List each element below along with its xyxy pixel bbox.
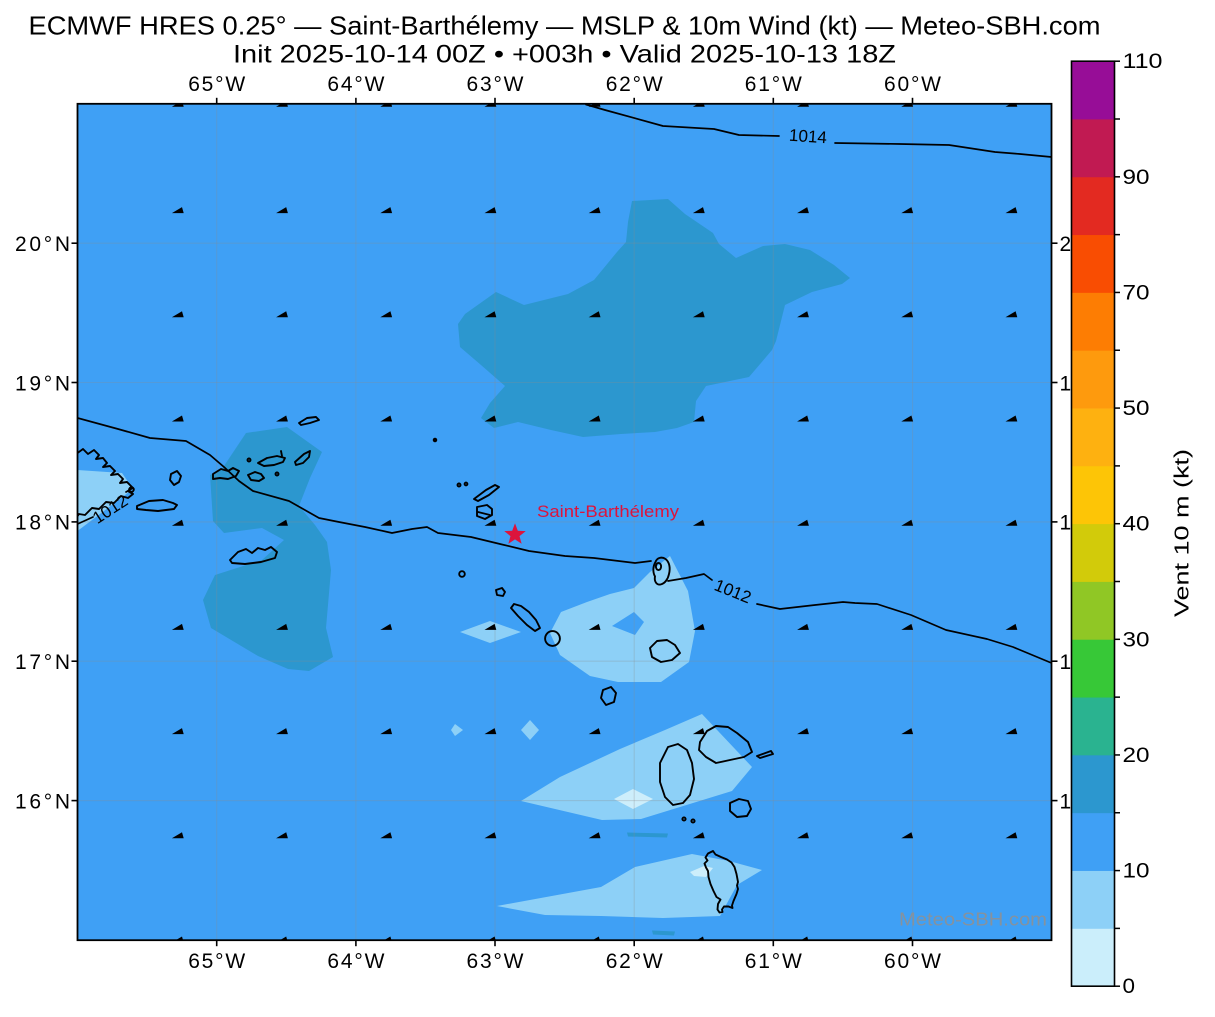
svg-text:70: 70 bbox=[1123, 281, 1150, 304]
svg-text:63°W: 63°W bbox=[467, 73, 524, 96]
svg-text:1014: 1014 bbox=[788, 126, 827, 148]
svg-text:50: 50 bbox=[1123, 397, 1150, 420]
svg-text:40: 40 bbox=[1123, 513, 1150, 536]
svg-text:61°W: 61°W bbox=[745, 73, 802, 96]
svg-text:30: 30 bbox=[1123, 628, 1150, 651]
svg-text:64°W: 64°W bbox=[327, 73, 384, 96]
svg-text:20: 20 bbox=[1123, 744, 1150, 767]
svg-text:60°W: 60°W bbox=[884, 73, 941, 96]
svg-text:65°W: 65°W bbox=[188, 950, 245, 973]
svg-text:0: 0 bbox=[1123, 975, 1136, 998]
svg-text:ECMWF HRES 0.25° — Saint-Barth: ECMWF HRES 0.25° — Saint-Barthélemy — MS… bbox=[29, 11, 1101, 41]
svg-text:64°W: 64°W bbox=[327, 950, 384, 973]
svg-text:61°W: 61°W bbox=[745, 950, 802, 973]
svg-text:65°W: 65°W bbox=[188, 73, 245, 96]
svg-text:90: 90 bbox=[1123, 166, 1150, 189]
svg-text:Init 2025-10-14 00Z • +003h •: Init 2025-10-14 00Z • +003h • Valid 2025… bbox=[233, 41, 896, 69]
svg-text:Meteo-SBH.com: Meteo-SBH.com bbox=[899, 910, 1047, 930]
svg-text:10: 10 bbox=[1123, 860, 1150, 883]
svg-text:110: 110 bbox=[1123, 50, 1163, 73]
svg-text:62°W: 62°W bbox=[606, 950, 663, 973]
svg-text:60°W: 60°W bbox=[884, 950, 941, 973]
svg-text:63°W: 63°W bbox=[467, 950, 524, 973]
svg-text:62°W: 62°W bbox=[606, 73, 663, 96]
svg-text:Saint-Barthélemy: Saint-Barthélemy bbox=[537, 502, 680, 521]
svg-text:Vent 10 m (kt): Vent 10 m (kt) bbox=[1172, 449, 1194, 617]
